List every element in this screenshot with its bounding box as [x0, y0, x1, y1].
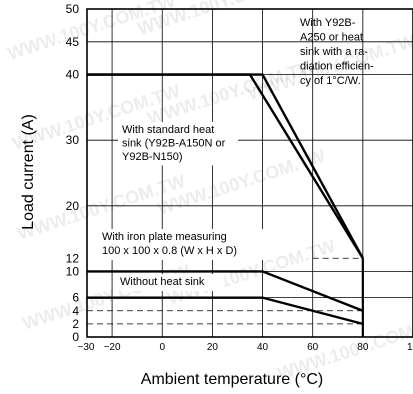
y-tick-label: 2 [72, 317, 79, 331]
plot-frame [86, 8, 413, 338]
annotation-line: cy of 1°C/W. [300, 75, 361, 87]
y-tick-label: 12 [66, 251, 80, 265]
annotation-background [98, 229, 266, 260]
annotation-line: Y92B-N150) [122, 151, 183, 163]
y-tick-label: 0 [72, 330, 79, 344]
y-tick-label: 10 [66, 264, 80, 278]
series-line-4 [87, 296, 364, 326]
x-tick-label: 20 [207, 342, 219, 353]
annotation-line: sink with a ra- [300, 46, 368, 58]
annotation-3: With iron plate measuring 100 x 100 x 0.8… [98, 229, 266, 260]
x-tick-label: 40 [257, 342, 269, 353]
annotation-line: Without heat sink [120, 276, 205, 288]
x-tick-label: 80 [357, 342, 369, 353]
annotation-line: With standard heat [122, 124, 214, 136]
x-tick-label: −30 [78, 342, 95, 353]
y-tick-label: 30 [66, 133, 80, 147]
annotation-background [116, 274, 225, 291]
x-tick-label: 60 [307, 342, 319, 353]
annotation-line: diation efficien- [300, 61, 374, 73]
y-tick-label: 45 [66, 35, 80, 49]
x-tick-label: 100 [407, 342, 413, 353]
series-line-3 [87, 270, 364, 312]
y-tick-label: 50 [66, 2, 80, 16]
x-axis-title: Ambient temperature (°C) [141, 371, 323, 388]
annotation-line: With Y92B- [300, 17, 356, 29]
y-tick-label: 20 [66, 199, 80, 213]
x-tick-labels: −30 −20 0 20 40 60 80 100 [78, 342, 413, 353]
x-tick-label: −20 [104, 342, 121, 353]
y-axis-title: Load current (A) [20, 114, 37, 230]
annotation-2: With standard heat sink (Y92B-A150N orY92… [118, 122, 239, 166]
x-tick-label: 0 [159, 342, 165, 353]
y-tick-label: 4 [72, 304, 79, 318]
annotation-line: A250 or heat [300, 32, 363, 44]
y-tick-label: 6 [72, 291, 79, 305]
annotation-line: sink (Y92B-A150N or [122, 138, 226, 150]
annotation-line: With iron plate measuring [102, 231, 227, 243]
y-tick-label: 40 [66, 68, 80, 82]
annotation-4: Without heat sink [116, 274, 225, 291]
series-layer [87, 73, 364, 326]
annotations: With Y92B- A250 or heat sink with a ra-dia… [98, 17, 374, 291]
series-line-2 [87, 73, 364, 259]
annotation-line: 100 x 100 x 0.8 (W x H x D) [102, 245, 237, 257]
annotation-1: With Y92B- A250 or heat sink with a ra-dia… [300, 17, 374, 87]
annotation-background [118, 122, 239, 166]
